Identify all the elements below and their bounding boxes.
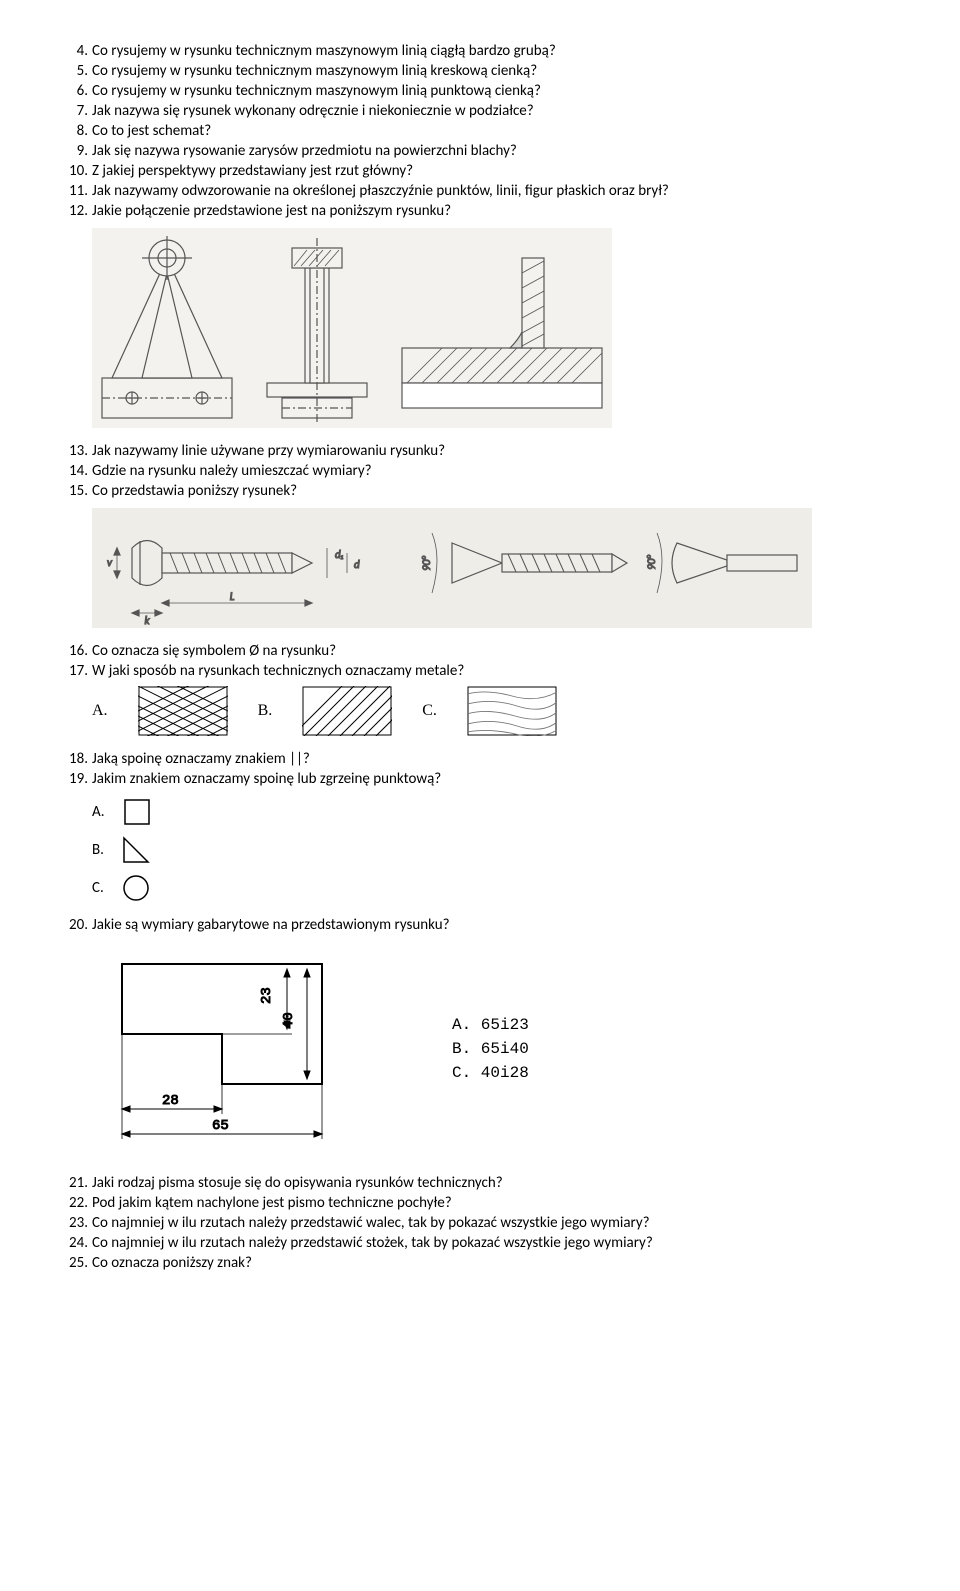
q22-num: 22. xyxy=(60,1194,92,1212)
q15-label-L: L xyxy=(230,590,235,603)
q17-pattern-c xyxy=(467,686,557,736)
q20-ans-b: B. 65i40 xyxy=(452,1037,529,1061)
q7-text: Jak nazywa się rysunek wykonany odręczni… xyxy=(92,102,900,120)
q6-text: Co rysujemy w rysunku technicznym maszyn… xyxy=(92,82,900,100)
q20-dim-65: 65 xyxy=(212,1118,229,1134)
q11-num: 11. xyxy=(60,182,92,200)
q6-num: 6. xyxy=(60,82,92,100)
q19-symbol-triangle xyxy=(122,836,150,864)
q7-num: 7. xyxy=(60,102,92,120)
q20-text: Jakie są wymiary gabarytowe na przedstaw… xyxy=(92,916,900,934)
q20-answers: A. 65i23 B. 65i40 C. 40i28 xyxy=(452,1013,529,1085)
q20-ans-a: A. 65i23 xyxy=(452,1013,529,1037)
q17-num: 17. xyxy=(60,662,92,680)
q9-text: Jak się nazywa rysowanie zarysów przedmi… xyxy=(92,142,900,160)
q16-num: 16. xyxy=(60,642,92,660)
q20-num: 20. xyxy=(60,916,92,934)
q20-dim-40: 40 xyxy=(281,1012,297,1029)
q5-text: Co rysujemy w rysunku technicznym maszyn… xyxy=(92,62,900,80)
q15-figure: L k v d₁ d 90° 90° xyxy=(92,508,900,628)
q19-choices: A. B. C. xyxy=(92,798,900,902)
q15-label-d: d xyxy=(354,558,360,571)
q24-text: Co najmniej w ilu rzutach należy przedst… xyxy=(92,1234,900,1252)
q19-text: Jakim znakiem oznaczamy spoinę lub zgrze… xyxy=(92,770,900,788)
q4-num: 4. xyxy=(60,42,92,60)
q15-label-90b: 90° xyxy=(645,555,658,570)
q19-symbol-circle xyxy=(122,874,150,902)
q17-choices: A. B. C. xyxy=(92,686,900,736)
q17-choice-a-label: A. xyxy=(92,702,108,720)
q8-text: Co to jest schemat? xyxy=(92,122,900,140)
q21-text: Jaki rodzaj pisma stosuje się do opisywa… xyxy=(92,1174,900,1192)
q25-text: Co oznacza poniższy znak? xyxy=(92,1254,900,1272)
q12-num: 12. xyxy=(60,202,92,220)
q22-text: Pod jakim kątem nachylone jest pismo tec… xyxy=(92,1194,900,1212)
q20-drawing: 23 40 28 65 xyxy=(92,944,392,1154)
q12-figure xyxy=(92,228,900,428)
q19-choice-a-label: A. xyxy=(92,803,105,821)
q20-figure-row: 23 40 28 65 A. 65i23 B. 65i40 C. 40i28 xyxy=(92,944,900,1154)
q4-text: Co rysujemy w rysunku technicznym maszyn… xyxy=(92,42,900,60)
q16-text: Co oznacza się symbolem Ø na rysunku? xyxy=(92,642,900,660)
q15-text: Co przedstawia poniższy rysunek? xyxy=(92,482,900,500)
q25-num: 25. xyxy=(60,1254,92,1272)
q23-text: Co najmniej w ilu rzutach należy przedst… xyxy=(92,1214,900,1232)
q19-choice-c-label: C. xyxy=(92,879,104,897)
q20-dim-23: 23 xyxy=(259,987,275,1004)
q15-label-90a: 90° xyxy=(420,556,433,571)
q23-num: 23. xyxy=(60,1214,92,1232)
q17-pattern-b xyxy=(302,686,392,736)
q17-choice-b-label: B. xyxy=(258,702,273,720)
q15-num: 15. xyxy=(60,482,92,500)
q15-label-d1: d₁ xyxy=(335,548,344,561)
q9-num: 9. xyxy=(60,142,92,160)
q10-text: Z jakiej perspektywy przedstawiany jest … xyxy=(92,162,900,180)
q10-num: 10. xyxy=(60,162,92,180)
q20-dim-28: 28 xyxy=(162,1093,179,1109)
q14-num: 14. xyxy=(60,462,92,480)
q8-num: 8. xyxy=(60,122,92,140)
q17-text: W jaki sposób na rysunkach technicznych … xyxy=(92,662,900,680)
q21-num: 21. xyxy=(60,1174,92,1192)
q14-text: Gdzie na rysunku należy umieszczać wymia… xyxy=(92,462,900,480)
q17-choice-c-label: C. xyxy=(422,702,437,720)
q5-num: 5. xyxy=(60,62,92,80)
q18-num: 18. xyxy=(60,750,92,768)
q17-pattern-a xyxy=(138,686,228,736)
q12-text: Jakie połączenie przedstawione jest na p… xyxy=(92,202,900,220)
q24-num: 24. xyxy=(60,1234,92,1252)
q18-text: Jaką spoinę oznaczamy znakiem ||? xyxy=(92,750,900,768)
q19-num: 19. xyxy=(60,770,92,788)
q19-choice-b-label: B. xyxy=(92,841,104,859)
q11-text: Jak nazywamy odwzorowanie na określonej … xyxy=(92,182,900,200)
q20-ans-c: C. 40i28 xyxy=(452,1061,529,1085)
q13-text: Jak nazywamy linie używane przy wymiarow… xyxy=(92,442,900,460)
q19-symbol-square xyxy=(123,798,151,826)
q13-num: 13. xyxy=(60,442,92,460)
